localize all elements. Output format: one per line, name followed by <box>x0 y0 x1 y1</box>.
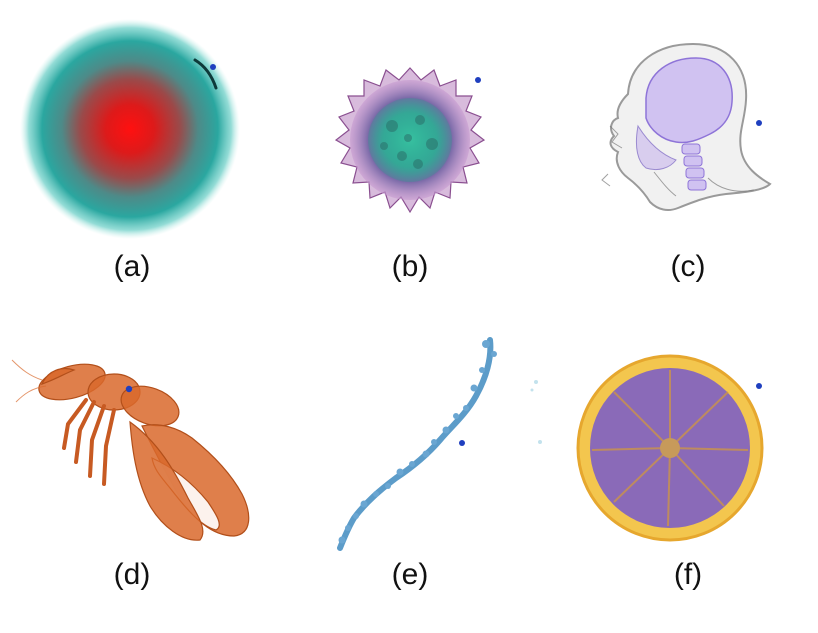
panel-b: (b) <box>280 22 540 292</box>
head-jaw <box>635 124 677 171</box>
lobster-legs <box>62 398 116 486</box>
lobster-antenna <box>11 359 47 403</box>
neuron-noise <box>530 380 542 444</box>
panel-label-b: (b) <box>391 250 429 283</box>
lobster-body <box>38 363 250 541</box>
panel-a: (a) <box>2 19 262 292</box>
panel-label-d: (d) <box>113 558 151 591</box>
sphere-volume <box>20 19 240 239</box>
neuron-spines <box>338 340 497 544</box>
neuron-rendering <box>337 337 542 551</box>
head-rendering <box>601 42 772 211</box>
head-skull <box>645 57 733 144</box>
panel-e: (e) <box>280 330 542 600</box>
marker-dot <box>210 64 216 70</box>
lobster-rendering <box>11 359 250 541</box>
marker-dot <box>756 383 762 389</box>
marker-dot <box>475 77 481 83</box>
panel-f: (f) <box>558 330 818 600</box>
sphere-rendering <box>20 19 240 239</box>
slice-curve <box>193 58 218 90</box>
panel-c: (c) <box>558 22 818 292</box>
panel-label-e: (e) <box>391 558 429 591</box>
marker-dot <box>459 440 465 446</box>
panel-label-a: (a) <box>113 250 151 283</box>
panel-label-f: (f) <box>673 558 703 591</box>
head-detail <box>601 125 755 197</box>
panel-d: (d) <box>2 330 262 600</box>
marker-dot <box>756 120 762 126</box>
orange-segments <box>591 370 749 527</box>
virus-rendering <box>334 67 486 214</box>
head-spine <box>681 143 707 191</box>
marker-dot <box>125 385 133 393</box>
orange-core <box>660 438 680 458</box>
orange-rendering <box>576 354 764 542</box>
neuron-dendrite <box>337 337 494 551</box>
panel-label-c: (c) <box>670 250 706 283</box>
virus-texture <box>380 115 438 169</box>
